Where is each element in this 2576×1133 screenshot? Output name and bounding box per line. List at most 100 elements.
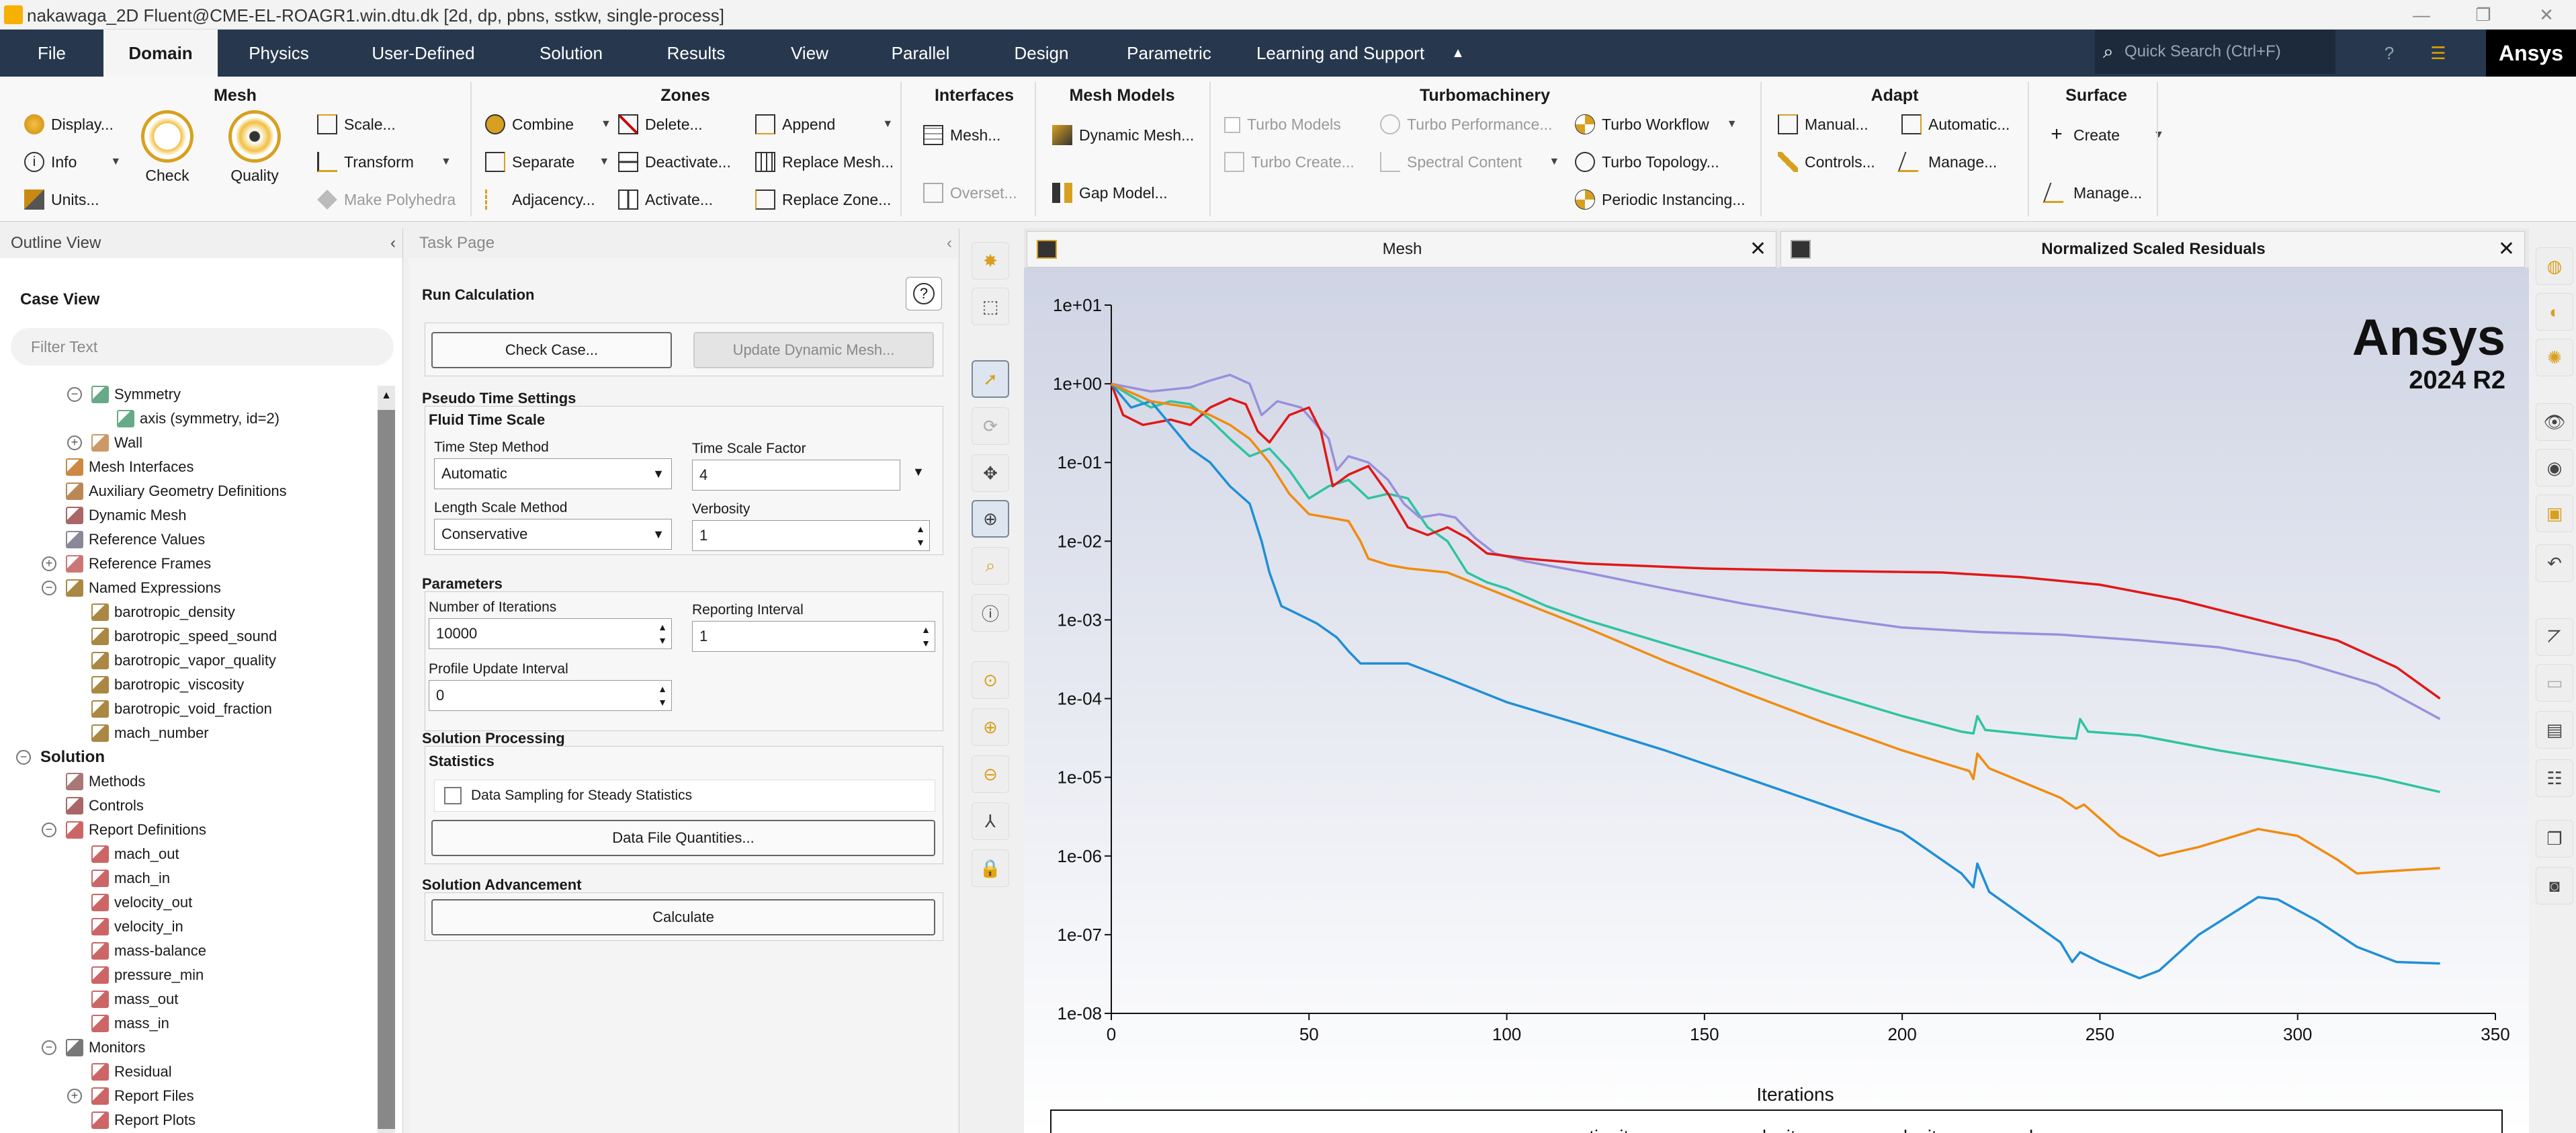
annotate-icon[interactable]: ▤ bbox=[2536, 711, 2573, 749]
view-icon[interactable]: ◍ bbox=[2536, 247, 2573, 285]
zones-append-button[interactable]: Append ▼ bbox=[755, 114, 893, 134]
turbo-models-checkbox[interactable]: Turbo Models bbox=[1224, 116, 1341, 134]
tree-item[interactable]: Methods bbox=[42, 770, 145, 793]
fit-to-window-icon[interactable]: ⊙ bbox=[972, 661, 1009, 699]
zones-delete-button[interactable]: Delete... bbox=[618, 114, 703, 134]
gap-model-button[interactable]: Gap Model... bbox=[1052, 183, 1168, 203]
zones-replace-mesh-button[interactable]: Replace Mesh... bbox=[755, 152, 894, 172]
collapse-icon[interactable]: − bbox=[67, 387, 82, 402]
zones-deactivate-button[interactable]: Deactivate... bbox=[618, 152, 731, 172]
axes-icon[interactable]: ⅄ bbox=[972, 802, 1009, 840]
tree-item[interactable]: − Named Expressions bbox=[42, 577, 221, 599]
reporting-interval-input[interactable]: 1 ▲ ▼ bbox=[692, 621, 935, 652]
tree-item[interactable]: barotropic_vapor_quality bbox=[67, 649, 276, 672]
adapt-automatic-button[interactable]: Automatic... bbox=[1901, 114, 2010, 134]
zones-adjacency-button[interactable]: Adjacency... bbox=[485, 190, 595, 210]
tree-item[interactable]: Mesh Interfaces bbox=[42, 456, 194, 478]
tab-file[interactable]: File bbox=[38, 43, 66, 63]
mesh-units-button[interactable]: Units... bbox=[24, 190, 99, 210]
cube-view-icon[interactable]: ⬚ bbox=[972, 288, 1009, 325]
pointer-icon[interactable]: ➚ bbox=[972, 360, 1009, 398]
tree-item[interactable]: mach_in bbox=[67, 867, 170, 890]
turbo-performance-button[interactable]: Turbo Performance... bbox=[1380, 114, 1552, 134]
spectral-content-button[interactable]: Spectral Content ▼ bbox=[1380, 152, 1559, 172]
tree-item[interactable]: mach_out bbox=[67, 843, 179, 866]
zones-separate-button[interactable]: Separate ▼ bbox=[485, 152, 609, 172]
dynamic-mesh-button[interactable]: Dynamic Mesh... bbox=[1052, 125, 1194, 145]
tab-user-defined[interactable]: User-Defined bbox=[372, 43, 475, 63]
tree-item[interactable]: + Reference Frames bbox=[42, 552, 211, 575]
outline-scrollbar[interactable]: ▲ bbox=[378, 386, 395, 1133]
tree-item[interactable]: barotropic_void_fraction bbox=[67, 698, 272, 720]
mesh-transform-button[interactable]: Transform ▼ bbox=[317, 152, 452, 172]
spinner-icon[interactable]: ▲ ▼ bbox=[658, 622, 667, 646]
iterations-input[interactable]: 10000 ▲ ▼ bbox=[429, 618, 672, 649]
collapse-ribbon-icon[interactable]: ▲ bbox=[1451, 46, 1465, 60]
tab-parallel[interactable]: Parallel bbox=[891, 43, 950, 63]
tab-residuals[interactable]: Normalized Scaled Residuals ✕ bbox=[1780, 231, 2525, 267]
length-scale-method-select[interactable]: Conservative ▼ bbox=[434, 519, 672, 550]
tree-item[interactable]: − Solution bbox=[16, 746, 105, 769]
turbo-topology-button[interactable]: Turbo Topology... bbox=[1575, 152, 1719, 172]
show-icon[interactable]: 👁 bbox=[2536, 403, 2573, 441]
collapse-icon[interactable]: − bbox=[42, 1040, 56, 1055]
calculate-button[interactable]: Calculate bbox=[431, 899, 935, 935]
minimize-icon[interactable]: — bbox=[2413, 5, 2430, 25]
tree-item[interactable]: Controls bbox=[42, 794, 144, 817]
zones-replace-zone-button[interactable]: Replace Zone... bbox=[755, 190, 891, 210]
residuals-plot[interactable]: 0 50 100 150 200 250 300 350 1e-08 1e-07 1e-06 1e-0… bbox=[1024, 267, 2529, 1133]
tree-item[interactable]: velocity_out bbox=[67, 891, 192, 914]
pan-icon[interactable]: ✥ bbox=[972, 454, 1009, 492]
tree-item[interactable]: pressure_min bbox=[67, 964, 204, 987]
zoom-out-icon[interactable]: ⊖ bbox=[972, 755, 1009, 793]
tree-item[interactable]: − Monitors bbox=[42, 1036, 145, 1059]
mesh-scale-button[interactable]: Scale... bbox=[317, 114, 396, 134]
adapt-manage-button[interactable]: Manage... bbox=[1897, 152, 1997, 172]
time-scale-factor-dropdown-icon[interactable]: ▼ bbox=[912, 465, 925, 478]
tree-item[interactable]: mach_number bbox=[67, 722, 209, 745]
mesh-check-button[interactable]: Check bbox=[141, 110, 194, 185]
mesh-info-button[interactable]: i Info ▼ bbox=[24, 152, 121, 172]
help-icon[interactable]: ? bbox=[906, 277, 942, 310]
zoom-icon[interactable]: ⌕ bbox=[972, 547, 1009, 585]
collapse-icon[interactable]: − bbox=[42, 581, 56, 595]
surface-manage-button[interactable]: Manage... bbox=[2043, 183, 2142, 203]
zoom-in-icon[interactable]: ⊕ bbox=[972, 708, 1009, 746]
tree-item[interactable]: Residual bbox=[67, 1060, 172, 1083]
collapse-panel-icon[interactable]: ‹ bbox=[390, 234, 396, 252]
rotate-icon[interactable]: ⟳ bbox=[972, 407, 1009, 445]
plot-icon[interactable]: ⦢ bbox=[2536, 618, 2573, 656]
tree-item[interactable]: Auxiliary Geometry Definitions bbox=[42, 480, 287, 503]
scrollbar-thumb[interactable] bbox=[378, 410, 395, 1129]
tab-learning-support[interactable]: Learning and Support bbox=[1256, 43, 1425, 63]
tree-item[interactable]: barotropic_density bbox=[67, 601, 235, 624]
time-scale-factor-input[interactable]: 4 bbox=[692, 460, 900, 491]
shading-icon[interactable]: ◐ bbox=[2536, 293, 2573, 331]
help-icon[interactable]: ? bbox=[2384, 43, 2395, 63]
periodic-instancing-button[interactable]: Periodic Instancing... bbox=[1575, 190, 1746, 210]
legend-icon[interactable]: ☷ bbox=[2536, 759, 2573, 797]
interfaces-mesh-button[interactable]: Mesh... bbox=[923, 125, 1000, 145]
spinner-icon[interactable]: ▲ ▼ bbox=[916, 523, 925, 548]
collapse-icon[interactable]: − bbox=[42, 823, 56, 837]
lights-icon[interactable]: ✺ bbox=[2536, 339, 2573, 376]
adapt-controls-button[interactable]: Controls... bbox=[1778, 152, 1875, 172]
hide-icon[interactable]: ◉ bbox=[2536, 449, 2573, 487]
mesh-quality-button[interactable]: Quality bbox=[228, 110, 281, 185]
tab-solution[interactable]: Solution bbox=[540, 43, 603, 63]
ruler-icon[interactable]: ▭ bbox=[2536, 664, 2573, 702]
surface-create-button[interactable]: + Create ▼ bbox=[2047, 124, 2164, 145]
tab-mesh[interactable]: Mesh ✕ bbox=[1027, 231, 1776, 267]
make-polyhedra-button[interactable]: Make Polyhedra bbox=[317, 190, 456, 210]
spinner-icon[interactable]: ▲ ▼ bbox=[921, 624, 931, 648]
zones-activate-button[interactable]: Activate... bbox=[618, 190, 713, 210]
tree-item[interactable]: + Wall bbox=[67, 431, 142, 454]
data-sampling-checkbox[interactable]: Data Sampling for Steady Statistics bbox=[434, 780, 935, 812]
expand-icon[interactable]: + bbox=[67, 1089, 82, 1103]
expand-icon[interactable]: + bbox=[42, 556, 56, 571]
undo-icon[interactable]: ↶ bbox=[2536, 544, 2573, 582]
profile-update-input[interactable]: 0 ▲ ▼ bbox=[429, 680, 672, 711]
zones-combine-button[interactable]: Combine ▼ bbox=[485, 114, 611, 134]
tree-item[interactable]: Reference Values bbox=[42, 528, 205, 551]
tab-view[interactable]: View bbox=[791, 43, 828, 63]
